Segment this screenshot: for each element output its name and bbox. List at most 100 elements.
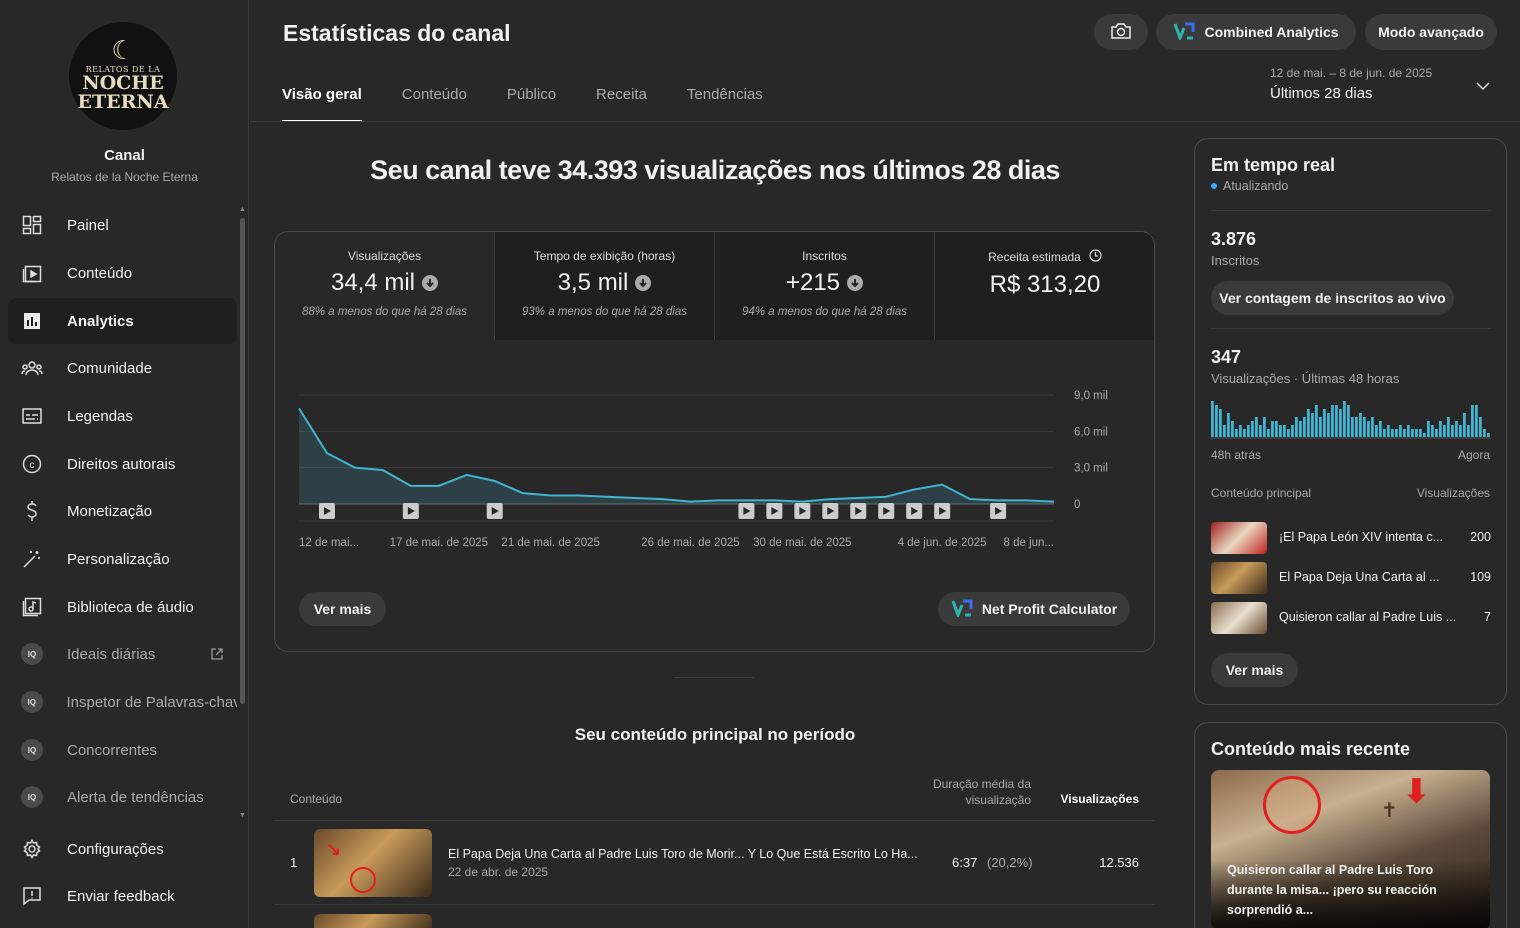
realtime-views-value: 347: [1211, 347, 1242, 367]
sidebar-item-concorrentes[interactable]: IQ Concorrentes: [8, 727, 237, 773]
play-icon: [323, 507, 331, 515]
realtime-bar: [1323, 409, 1326, 437]
realtime-bar: [1335, 405, 1338, 437]
sidebar-item-audio[interactable]: Biblioteca de áudio: [8, 584, 237, 630]
realtime-bar: [1255, 417, 1258, 437]
arrow-down-icon: [422, 275, 439, 291]
sidebar-item-label: Legendas: [67, 407, 133, 425]
see-more-button[interactable]: Ver mais: [299, 592, 386, 626]
sidebar-item-monetizacao[interactable]: Monetização: [8, 488, 237, 534]
scroll-up-arrow[interactable]: ▲: [239, 206, 246, 213]
realtime-bar: [1391, 429, 1394, 437]
table-row[interactable]: 1 ↘ El Papa Deja Una Carta al Padre Luis…: [274, 821, 1155, 905]
advanced-mode-button[interactable]: Modo avançado: [1365, 14, 1497, 50]
video-thumbnail-partial[interactable]: [314, 914, 432, 928]
realtime-bar: [1327, 413, 1330, 437]
sidebar-item-alerta[interactable]: IQ Alerta de tendências: [8, 774, 237, 820]
realtime-bar: [1459, 425, 1462, 437]
realtime-bar: [1291, 425, 1294, 437]
red-arrow-icon: ↘: [326, 839, 342, 859]
metric-title: Tempo de exibição (horas): [533, 249, 676, 263]
video-title[interactable]: El Papa Deja Una Carta al Padre Luis Tor…: [448, 847, 918, 861]
realtime-bar: [1371, 417, 1374, 437]
audio-library-icon: [20, 595, 44, 619]
net-profit-button[interactable]: Net Profit Calculator: [938, 592, 1130, 626]
realtime-item[interactable]: ¡El Papa León XIV intenta c... 200: [1211, 522, 1491, 554]
live-subscriber-count-button[interactable]: Ver contagem de inscritos ao vivo: [1211, 281, 1454, 315]
sidebar-item-label: Biblioteca de áudio: [67, 598, 194, 616]
realtime-bar: [1367, 421, 1370, 437]
recent-video-thumbnail[interactable]: ⬇ ✝ Quisieron callar al Padre Luis Toro …: [1211, 770, 1490, 928]
sidebar-item-analytics[interactable]: Analytics: [8, 298, 237, 344]
realtime-bar: [1471, 405, 1474, 437]
sidebar-item-personalizacao[interactable]: Personalização: [8, 536, 237, 582]
combined-analytics-button[interactable]: Combined Analytics: [1156, 14, 1356, 50]
divider: [1211, 210, 1491, 211]
chevron-down-icon[interactable]: [1476, 78, 1490, 96]
metric-subscribers[interactable]: Inscritos +215 94% a menos do que há 28 …: [715, 232, 935, 340]
realtime-item-views: 200: [1470, 530, 1491, 544]
realtime-item-views: 7: [1484, 610, 1491, 624]
realtime-item[interactable]: El Papa Deja Una Carta al ... 109: [1211, 562, 1491, 594]
sidebar-scrollbar[interactable]: [240, 218, 245, 704]
x-tick-label: 30 de mai. de 2025: [753, 537, 851, 549]
video-thumbnail[interactable]: ↘: [314, 829, 432, 897]
play-icon: [827, 507, 835, 515]
column-duration[interactable]: Duração média da visualização: [932, 777, 1031, 807]
red-circle-icon: [350, 867, 376, 893]
tab-receita[interactable]: Receita: [596, 86, 647, 103]
realtime-bar: [1247, 425, 1250, 437]
views-chart[interactable]: 9,0 mil 6,0 mil 3,0 mil 0 12 de mai... 17 de …: [275, 340, 1155, 572]
tab-visao-geral[interactable]: Visão geral: [282, 86, 362, 122]
sidebar-item-inspetor[interactable]: IQ Inspetor de Palavras-chav: [8, 679, 237, 725]
advanced-mode-label: Modo avançado: [1378, 24, 1484, 40]
tab-conteudo[interactable]: Conteúdo: [401, 86, 467, 103]
column-views[interactable]: Visualizações: [1060, 792, 1140, 806]
sidebar-item-comunidade[interactable]: Comunidade: [8, 345, 237, 391]
tab-tendencias[interactable]: Tendências: [686, 86, 763, 103]
realtime-bar: [1283, 425, 1286, 437]
sidebar-item-ideais[interactable]: IQ Ideais diárias: [8, 631, 237, 677]
x-tick-label: 26 de mai. de 2025: [641, 537, 739, 549]
sidebar-item-conteudo[interactable]: Conteúdo: [8, 250, 237, 296]
logo-text-line1: RELATOS DE LA: [85, 64, 161, 74]
sidebar-item-label: Enviar feedback: [67, 887, 175, 905]
realtime-status: Atualizando: [1211, 179, 1288, 193]
divider: [1211, 328, 1491, 329]
realtime-item[interactable]: Quisieron callar al Padre Luis ... 7: [1211, 602, 1491, 634]
realtime-views-label: Visualizações · Últimas 48 horas: [1211, 371, 1400, 386]
metric-views[interactable]: Visualizações 34,4 mil 88% a menos do qu…: [275, 232, 495, 340]
realtime-left-label: 48h atrás: [1211, 448, 1262, 462]
extension-icon: IQ: [20, 642, 44, 666]
sidebar-item-legendas[interactable]: Legendas: [8, 393, 237, 439]
realtime-bar: [1439, 421, 1442, 437]
section-divider: [674, 677, 754, 678]
screenshot-button[interactable]: [1094, 14, 1148, 50]
metric-revenue[interactable]: Receita estimada R$ 313,20: [935, 232, 1154, 340]
feedback-icon: [20, 884, 44, 908]
channel-logo[interactable]: ☾ RELATOS DE LA NOCHE ETERNA: [67, 20, 179, 132]
metric-title: Receita estimada: [988, 250, 1081, 264]
sidebar-item-painel[interactable]: Painel: [8, 202, 237, 248]
sidebar-item-feedback[interactable]: Enviar feedback: [8, 873, 237, 919]
dashboard-icon: [20, 213, 44, 237]
avg-duration-pct: (20,2%): [987, 855, 1033, 870]
realtime-status-text: Atualizando: [1223, 179, 1289, 193]
scroll-down-arrow[interactable]: ▼: [239, 812, 246, 819]
realtime-bar: [1487, 433, 1490, 437]
sidebar-item-direitos[interactable]: c Direitos autorais: [8, 441, 237, 487]
realtime-bar: [1227, 413, 1230, 437]
metric-watch-time[interactable]: Tempo de exibição (horas) 3,5 mil 93% a …: [495, 232, 715, 340]
vidiq-logo-icon: [951, 599, 973, 620]
realtime-see-more-button[interactable]: Ver mais: [1211, 653, 1298, 687]
date-range-selector[interactable]: 12 de mai. – 8 de jun. de 2025 Últimos 2…: [1270, 66, 1432, 102]
tab-publico[interactable]: Público: [506, 86, 557, 103]
play-icon: [883, 507, 891, 515]
realtime-item-title: El Papa Deja Una Carta al ...: [1279, 570, 1440, 584]
sidebar-item-label: Painel: [67, 216, 109, 234]
logo-text-line3: ETERNA: [77, 90, 169, 113]
realtime-bar-chart[interactable]: [1211, 401, 1491, 441]
sidebar-item-configuracoes[interactable]: Configurações: [8, 826, 237, 872]
content-icon: [20, 261, 44, 285]
